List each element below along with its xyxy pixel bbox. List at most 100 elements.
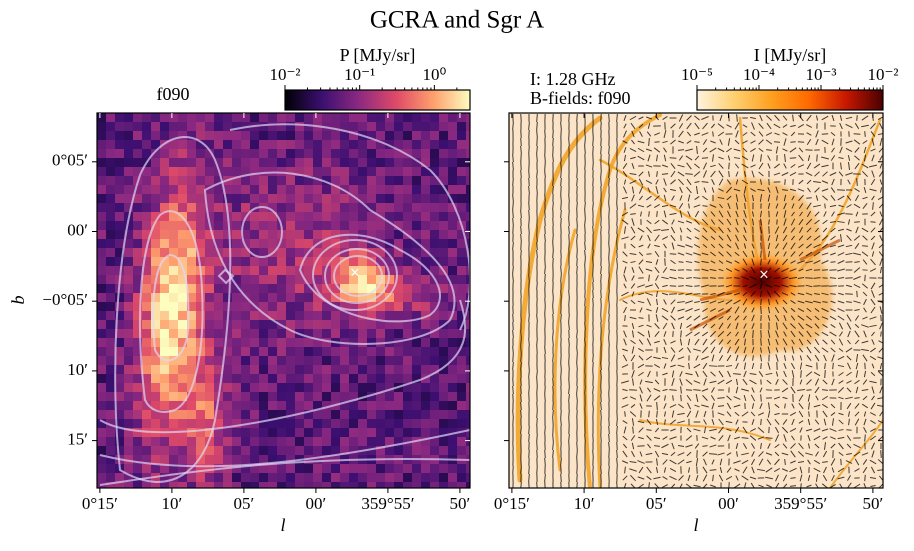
b-field-vector — [846, 452, 852, 456]
map-pixel — [385, 392, 395, 402]
map-pixel — [304, 257, 314, 267]
b-field-vector — [608, 433, 610, 443]
map-pixel — [97, 293, 107, 303]
map-pixel — [187, 302, 197, 312]
map-pixel — [196, 320, 206, 330]
b-field-vector — [749, 276, 757, 280]
map-pixel — [115, 329, 125, 339]
b-field-vector — [759, 387, 763, 393]
b-field-vector — [600, 265, 602, 275]
b-field-vector — [663, 178, 667, 186]
b-field-vector — [669, 468, 677, 472]
map-pixel — [322, 437, 332, 447]
b-field-vector — [814, 293, 820, 295]
b-field-vector — [616, 113, 618, 123]
b-field-vector — [854, 243, 860, 249]
b-field-vector — [552, 129, 554, 139]
b-field-vector — [702, 338, 708, 346]
map-pixel — [304, 419, 314, 429]
b-field-vector — [846, 228, 852, 232]
map-pixel — [448, 275, 458, 285]
b-field-vector — [696, 145, 698, 155]
b-field-vector — [829, 204, 837, 208]
map-pixel — [160, 185, 170, 195]
b-field-vector — [806, 243, 812, 249]
map-pixel — [457, 158, 467, 168]
map-pixel — [403, 167, 413, 177]
map-pixel — [232, 140, 242, 150]
b-field-vector — [765, 467, 773, 473]
map-pixel — [187, 266, 197, 276]
b-field-vector — [760, 258, 762, 266]
map-pixel — [340, 266, 350, 276]
map-pixel — [313, 149, 323, 159]
b-field-vector — [648, 211, 650, 217]
b-field-vector — [646, 219, 652, 225]
map-pixel — [277, 437, 287, 447]
map-pixel — [385, 437, 395, 447]
b-field-vector — [646, 394, 652, 402]
b-field-vector — [544, 161, 546, 171]
b-field-vector — [686, 178, 692, 186]
b-field-vector — [608, 201, 610, 211]
map-pixel — [358, 383, 368, 393]
x-tick-label: 00′ — [718, 494, 739, 513]
b-field-vector — [656, 402, 658, 410]
b-field-vector — [645, 260, 653, 264]
b-field-vector — [807, 418, 811, 426]
b-field-vector — [568, 337, 570, 347]
map-pixel — [430, 383, 440, 393]
b-field-vector — [670, 188, 676, 192]
b-field-vector — [552, 337, 554, 347]
b-field-vector — [782, 379, 788, 385]
b-field-vector — [711, 354, 715, 362]
map-pixel — [457, 185, 467, 195]
b-field-vector — [661, 452, 669, 456]
map-pixel — [142, 113, 152, 123]
map-pixel — [115, 365, 125, 375]
map-pixel — [115, 419, 125, 429]
b-field-vector — [520, 337, 522, 347]
y-tick-label: −0°05′ — [42, 290, 88, 309]
map-pixel — [286, 419, 296, 429]
b-field-vector — [608, 361, 610, 371]
map-pixel — [322, 185, 332, 195]
map-pixel — [97, 374, 107, 384]
b-field-vector — [767, 203, 771, 209]
b-field-vector — [774, 434, 780, 442]
b-field-vector — [749, 283, 757, 289]
b-field-vector — [568, 313, 570, 323]
b-field-vector — [661, 307, 669, 313]
map-pixel — [259, 140, 269, 150]
b-field-vector — [512, 177, 514, 187]
b-field-vector — [743, 315, 747, 321]
map-pixel — [268, 338, 278, 348]
map-pixel — [286, 122, 296, 132]
map-pixel — [214, 446, 224, 456]
map-pixel — [466, 338, 470, 348]
map-pixel — [223, 140, 233, 150]
b-field-vector — [879, 322, 883, 330]
b-field-vector — [798, 347, 804, 353]
b-field-vector — [544, 153, 546, 163]
b-field-vector — [701, 300, 709, 304]
b-field-vector — [783, 210, 787, 218]
b-field-vector — [813, 259, 821, 265]
x-tick-label: 50′ — [863, 494, 884, 513]
map-pixel — [313, 212, 323, 222]
map-pixel — [223, 356, 233, 366]
map-pixel — [394, 365, 404, 375]
b-field-vector — [805, 452, 813, 456]
b-field-vector — [726, 251, 732, 257]
map-pixel — [421, 374, 431, 384]
b-field-vector — [821, 115, 829, 121]
map-pixel — [277, 176, 287, 186]
b-field-vector — [861, 283, 869, 289]
b-field-vector — [743, 194, 747, 202]
b-field-vector — [568, 393, 570, 403]
map-pixel — [259, 122, 269, 132]
b-field-vector — [568, 217, 570, 227]
b-field-vector — [751, 419, 755, 425]
b-field-vector — [702, 362, 708, 370]
map-pixel — [304, 158, 314, 168]
